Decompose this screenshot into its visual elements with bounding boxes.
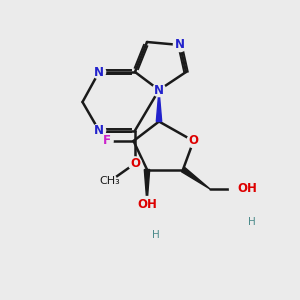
Polygon shape [144, 169, 150, 204]
Circle shape [187, 134, 200, 148]
Circle shape [128, 157, 142, 170]
Text: F: F [103, 134, 110, 148]
Text: O: O [188, 134, 199, 148]
Text: OH: OH [137, 197, 157, 211]
Text: N: N [175, 38, 185, 52]
Text: N: N [154, 83, 164, 97]
Text: H: H [248, 217, 256, 227]
Circle shape [152, 83, 166, 97]
Text: O: O [130, 157, 140, 170]
Circle shape [92, 65, 106, 79]
Polygon shape [156, 90, 162, 122]
Text: H: H [152, 230, 160, 241]
Text: OH: OH [237, 182, 257, 196]
Circle shape [173, 38, 187, 52]
Polygon shape [182, 167, 210, 189]
Circle shape [100, 134, 113, 148]
Circle shape [230, 182, 244, 196]
Text: N: N [94, 124, 104, 137]
Circle shape [92, 124, 106, 137]
Circle shape [102, 174, 117, 189]
Text: CH₃: CH₃ [99, 176, 120, 187]
Circle shape [140, 196, 154, 211]
Text: N: N [94, 65, 104, 79]
